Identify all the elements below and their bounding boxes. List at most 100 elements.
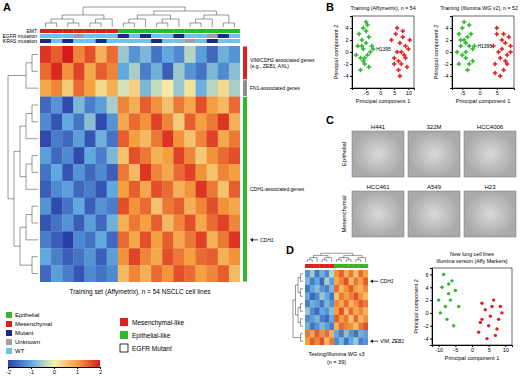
tick-label: -1: [29, 369, 34, 375]
annotation-cell: [151, 34, 162, 38]
heatmap-cell: [229, 248, 240, 265]
legend-swatch: [6, 321, 12, 327]
point: [447, 292, 450, 295]
heatmap-cell: [315, 293, 320, 301]
annotation-cell: [151, 39, 162, 43]
heatmap-cell: [184, 130, 195, 147]
legend-label: WT: [15, 348, 25, 354]
heatmap-cell: [349, 338, 354, 346]
heatmap-cell: [118, 181, 129, 198]
annotation-cell: [349, 264, 354, 268]
heatmap-cell: [184, 164, 195, 181]
heatmap-cell: [196, 147, 207, 164]
heatmap-cell: [129, 113, 140, 130]
heatmap-cell: [62, 113, 73, 130]
annotation-cell: [62, 34, 73, 38]
heatmap-cell: [129, 80, 140, 97]
dendrogram-branch: [32, 206, 38, 223]
point: [368, 50, 372, 54]
heatmap-cell: [62, 46, 73, 63]
heatmap-cell: [40, 181, 51, 198]
dendrogram-branch: [301, 289, 304, 297]
point: [408, 38, 412, 42]
tick-label: 0: [445, 49, 448, 55]
point: [465, 35, 469, 39]
tick-label: 0: [345, 49, 348, 55]
heatmap-cell: [40, 198, 51, 215]
axis-line: [430, 269, 433, 346]
heatmap-cell: [339, 300, 344, 308]
heatmap-panel: CDH1VIM, ZEB1Testing/Illumina WG v3(n = …: [293, 253, 404, 364]
heatmap-cell: [324, 300, 329, 308]
x-axis-title: Principal component 1: [356, 98, 410, 104]
image-grid: EpithelialH441322MHCC4006MesenchymalHCC4…: [341, 124, 516, 238]
legend-label: Mesenchymal: [15, 321, 52, 327]
heatmap-cell: [334, 323, 339, 331]
heatmap-cell: [184, 181, 195, 198]
legend-label: EGFR Mutant: [132, 345, 172, 352]
heatmap-cell: [62, 130, 73, 147]
point: [508, 44, 512, 48]
point: [501, 32, 505, 36]
heatmap-cell: [140, 97, 151, 114]
tick-label: 2: [345, 37, 348, 43]
annotation-cell: [218, 39, 229, 43]
axis-line: [350, 17, 353, 89]
heatmap-cell: [84, 97, 95, 114]
dendrogram-branch: [83, 7, 185, 15]
tick-label: 0: [379, 90, 382, 96]
annotation-cell: [196, 39, 207, 43]
dendrogram-branch: [129, 19, 146, 27]
heatmap-cell: [151, 63, 162, 80]
tick-label: 10: [406, 90, 412, 96]
point: [498, 74, 502, 78]
y-axis-title: Principal component 2: [433, 25, 439, 79]
point: [458, 38, 462, 42]
heatmap-cell: [107, 130, 118, 147]
heatmap-cell: [51, 63, 62, 80]
heatmap-cell: [320, 308, 325, 316]
heatmap-cell: [363, 285, 368, 293]
heatmap-cell: [151, 130, 162, 147]
panel-label: B: [326, 1, 334, 13]
tick-label: 4: [445, 25, 448, 31]
tick-mark: [450, 28, 452, 29]
annotation-cell: [140, 39, 151, 43]
annotation-cell: [140, 29, 151, 33]
heatmap-cell: [329, 285, 334, 293]
tick: -4: [344, 73, 352, 79]
heatmap-cell: [162, 113, 173, 130]
annotation-cell: [320, 264, 325, 268]
point: [437, 298, 440, 301]
tick-mark: [430, 274, 432, 275]
heatmap-cell: [305, 330, 310, 338]
dendrogram-branch: [32, 54, 38, 71]
annotation-cell: [196, 29, 207, 33]
tick-label: 2: [99, 369, 102, 375]
heatmap-cell: [207, 248, 218, 265]
point: [500, 47, 504, 51]
heatmap-cell: [334, 285, 339, 293]
annotation-cell: [107, 39, 118, 43]
plot-frame: [452, 16, 514, 88]
annotation-cell: [173, 29, 184, 33]
heatmap-cell: [73, 113, 84, 130]
heatmap-cell: [96, 198, 107, 215]
dendrogram-branch: [68, 23, 79, 27]
heatmap-cell: [107, 164, 118, 181]
heatmap-cell: [344, 285, 349, 293]
axis: -4-20246: [424, 269, 433, 346]
heatmap-cell: [310, 293, 315, 301]
tick: 10: [503, 345, 509, 353]
point: [454, 289, 457, 292]
heatmap-cell: [218, 63, 229, 80]
point: [455, 50, 459, 54]
heatmap-cell: [363, 293, 368, 301]
annotation-cell: [229, 29, 240, 33]
tick-mark: [350, 28, 352, 29]
tick: -2: [6, 367, 11, 375]
heatmap-cell: [129, 248, 140, 265]
heatmap-cell: [84, 46, 95, 63]
heatmap-cell: [229, 198, 240, 215]
heatmap-cell: [363, 308, 368, 316]
